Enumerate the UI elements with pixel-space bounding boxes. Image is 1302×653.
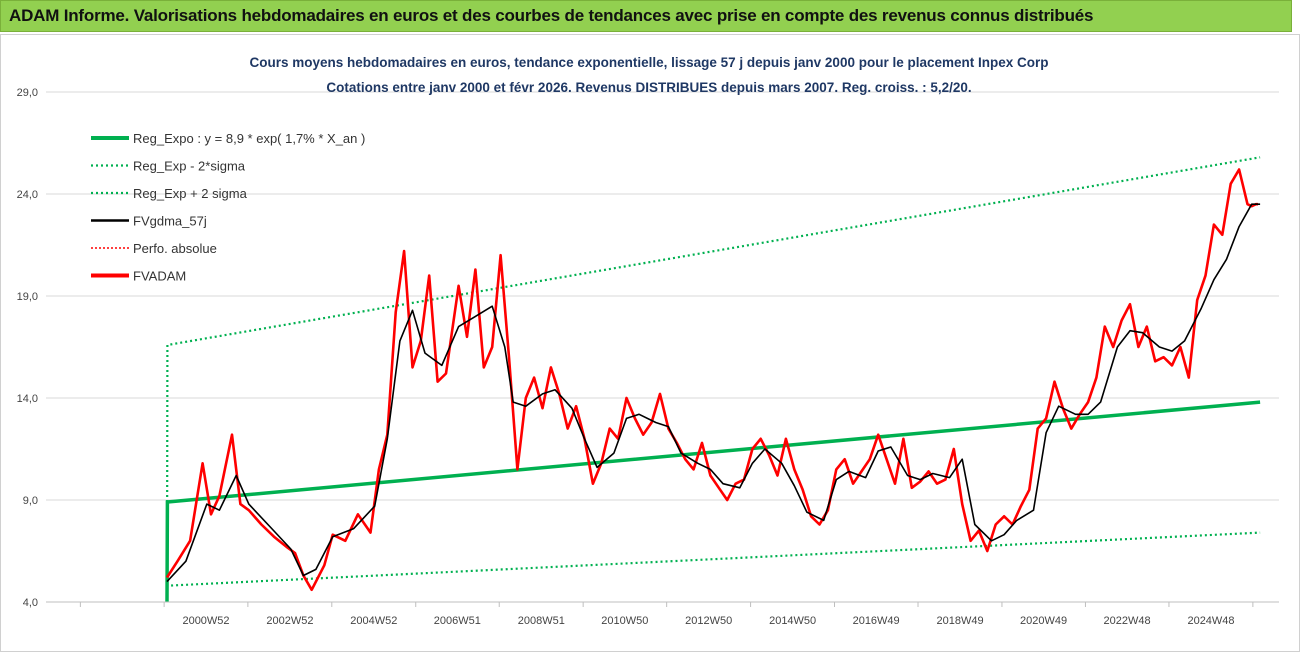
x-tick-label: 2000W52 [182,615,229,627]
x-tick-label: 2024W48 [1187,615,1234,627]
fvgdma-line [166,203,1261,583]
regression-line [165,400,1261,603]
y-tick-label: 4,0 [23,597,38,609]
legend-label: Reg_Exp + 2 sigma [133,186,248,201]
legend-label: Reg_Expo : y = 8,9 * exp( 1,7% * X_an ) [133,131,365,146]
x-tick-label: 2010W50 [601,615,648,627]
x-tick-label: 2008W51 [518,615,565,627]
x-tick-label: 2018W49 [937,615,984,627]
chart-svg: 4,0 9,0 14,0 19,0 24,0 29,0 2000W52 2002W52 2004… [17,55,1279,627]
fvadam-line [165,168,1258,592]
legend-label: FVADAM [133,269,186,284]
x-tick-label: 2022W48 [1104,615,1151,627]
x-tick-label: 2012W50 [685,615,732,627]
y-tick-label: 24,0 [17,189,38,201]
x-tick-label: 2014W50 [769,615,816,627]
legend-label: Perfo. absolue [133,241,217,256]
y-tick-label: 29,0 [17,87,38,99]
header-title: ADAM Informe. Valorisations hebdomadaire… [9,6,1094,25]
x-tick-label: 2006W51 [434,615,481,627]
header-bar: ADAM Informe. Valorisations hebdomadaire… [0,0,1292,32]
legend: Reg_Expo : y = 8,9 * exp( 1,7% * X_an ) R… [91,131,365,284]
y-tick-label: 19,0 [17,291,38,303]
series-layer [165,168,1261,603]
legend-label: FVgdma_57j [133,214,207,229]
x-tick-label: 2020W49 [1020,615,1067,627]
axis-layer: 4,0 9,0 14,0 19,0 24,0 29,0 2000W52 2002W52 2004… [17,87,1279,627]
x-tick-label: 2016W49 [853,615,900,627]
x-tick-label: 2004W52 [350,615,397,627]
x-tick-label: 2002W52 [266,615,313,627]
chart-title: Cours moyens hebdomadaires en euros, ten… [249,55,1048,70]
y-tick-label: 9,0 [23,495,38,507]
chart-subtitle: Cotations entre janv 2000 et févr 2026. … [326,80,971,95]
chart-frame: 4,0 9,0 14,0 19,0 24,0 29,0 2000W52 2002W52 2004… [0,34,1300,652]
y-tick-label: 14,0 [17,393,38,405]
legend-label: Reg_Exp - 2*sigma [133,159,246,174]
